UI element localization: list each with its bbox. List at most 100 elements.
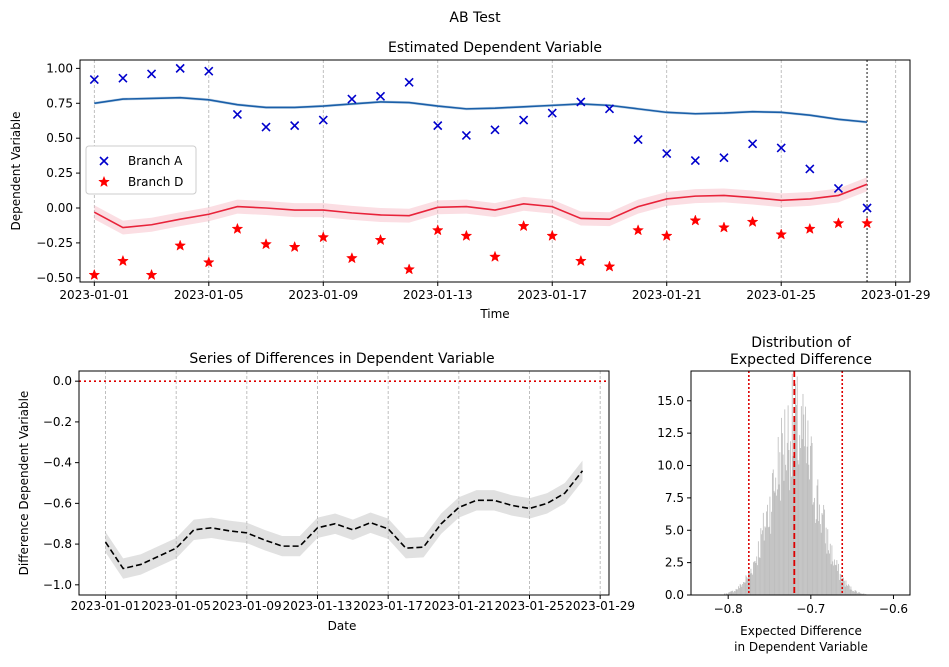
histogram-bar	[766, 511, 768, 595]
branch-a-point	[318, 115, 328, 125]
chart3-histogram-bars	[724, 373, 867, 595]
chart-distribution-expected-difference: Distribution of Expected Difference −0.8…	[657, 335, 911, 654]
histogram-bar	[852, 591, 854, 595]
chart2-x-tick-label: 2023-01-13	[283, 599, 353, 613]
branch-d-point	[689, 214, 702, 226]
histogram-bar	[854, 590, 856, 595]
series-band-branch-d	[94, 177, 868, 235]
chart3-y-tick-label: 12.5	[657, 426, 684, 440]
histogram-bar	[791, 373, 793, 595]
branch-a-point	[290, 121, 300, 131]
chart2-y-tick-label: −0.8	[43, 537, 72, 551]
histogram-bar	[847, 585, 849, 595]
histogram-bar	[776, 495, 777, 595]
histogram-bar	[833, 565, 834, 595]
histogram-bar	[744, 582, 746, 595]
histogram-bar	[756, 556, 758, 595]
histogram-bar	[838, 563, 839, 595]
branch-a-point	[490, 125, 500, 135]
histogram-bar	[805, 406, 806, 595]
histogram-bar	[840, 574, 842, 595]
histogram-bar	[776, 489, 778, 595]
chart1-grid	[93, 60, 897, 282]
chart2-x-tick-label: 2023-01-09	[212, 599, 282, 613]
difference-band	[105, 460, 583, 579]
chart1-points	[88, 63, 873, 281]
chart1-y-ticks: −0.50 −0.25 0.00 0.25 0.50 0.75 1.00	[36, 61, 80, 285]
histogram-bar	[770, 533, 772, 595]
histogram-bar	[825, 527, 827, 595]
chart1-x-tick-label: 2023-01-17	[517, 288, 587, 302]
series-fit-line-branch-a	[94, 96, 868, 123]
histogram-bar	[767, 504, 768, 595]
histogram-bar	[762, 530, 763, 595]
branch-a-point	[748, 139, 758, 149]
histogram-bar	[851, 589, 853, 595]
histogram-bar	[752, 574, 753, 595]
histogram-bar	[755, 562, 757, 595]
histogram-bar	[782, 454, 784, 595]
branch-d-point	[231, 222, 244, 234]
histogram-bar	[795, 383, 796, 595]
branch-a-point	[547, 108, 557, 118]
histogram-bar	[727, 593, 729, 595]
histogram-bar	[769, 496, 771, 595]
chart1-y-tick-label: 0.00	[46, 201, 73, 215]
histogram-bar	[810, 445, 811, 595]
histogram-bar	[805, 463, 807, 595]
legend-label-branch-a: Branch A	[128, 154, 183, 168]
histogram-bar	[799, 435, 801, 595]
branch-a-point	[604, 104, 615, 114]
branch-d-point	[546, 229, 559, 241]
legend-marker-branch-d-star	[98, 175, 110, 188]
histogram-bar	[843, 577, 844, 595]
chart-series-of-differences: Series of Differences in Dependent Varia…	[17, 351, 635, 633]
histogram-bar	[753, 561, 755, 595]
histogram-bar	[862, 593, 863, 595]
branch-a-point	[576, 97, 586, 107]
histogram-bar	[819, 504, 820, 595]
branch-a-point	[633, 135, 643, 145]
histogram-bar	[853, 591, 855, 595]
histogram-bar	[826, 553, 828, 595]
branch-d-point	[861, 217, 873, 229]
histogram-bar	[860, 593, 862, 595]
branch-a-point	[204, 66, 214, 76]
chart2-y-tick-label: 0.0	[53, 374, 72, 388]
histogram-bar	[859, 592, 861, 595]
histogram-bar	[726, 593, 728, 595]
histogram-bar	[763, 540, 765, 595]
branch-d-point	[803, 222, 816, 234]
legend-marker-branch-d	[98, 175, 110, 188]
histogram-bar	[758, 557, 760, 595]
branch-d-point	[403, 263, 416, 275]
histogram-bar	[743, 582, 745, 595]
histogram-bar	[832, 561, 834, 595]
branch-d-point	[517, 219, 530, 232]
histogram-bar	[778, 484, 780, 595]
branch-a-point	[175, 63, 185, 73]
branch-d-point	[574, 254, 587, 267]
histogram-bar	[849, 589, 851, 595]
histogram-bar	[821, 513, 823, 595]
histogram-bar	[752, 562, 754, 595]
histogram-bar	[804, 446, 806, 595]
histogram-bar	[838, 579, 840, 595]
histogram-bar	[827, 529, 829, 595]
histogram-bar	[757, 541, 759, 595]
figure-suptitle: AB Test	[449, 10, 501, 26]
histogram-bar	[789, 490, 791, 595]
histogram-bar	[731, 590, 733, 595]
histogram-bar	[780, 500, 782, 595]
histogram-bar	[855, 590, 857, 595]
chart3-x-tick-label: −0.6	[879, 602, 908, 616]
histogram-bar	[764, 526, 766, 595]
histogram-bar	[831, 545, 833, 595]
branch-d-point	[288, 240, 301, 253]
histogram-bar	[749, 573, 751, 595]
chart2-x-tick-label: 2023-01-29	[565, 599, 635, 613]
histogram-bar	[781, 433, 783, 595]
chart2-title: Series of Differences in Dependent Varia…	[189, 351, 494, 367]
histogram-bar	[730, 591, 732, 595]
branch-a-point	[404, 77, 414, 87]
